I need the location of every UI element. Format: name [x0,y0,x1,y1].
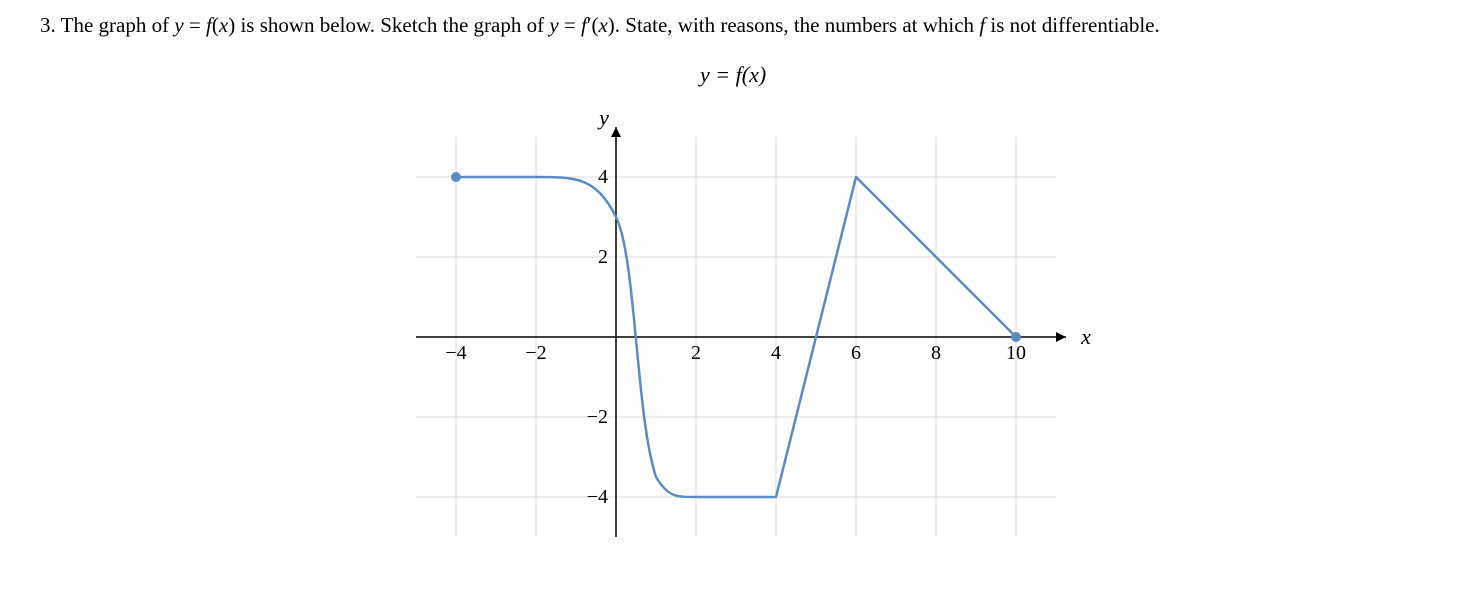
text-part1: The graph of [61,13,175,37]
svg-text:4: 4 [598,166,608,188]
eq1-lparen: ( [212,13,219,37]
function-graph: −4 −2 2 4 6 8 10 4 2 −2 −4 y x [376,97,1106,557]
svg-text:2: 2 [598,246,608,268]
text-part2: is shown below. Sketch the graph of [235,13,549,37]
svg-text:y: y [597,105,609,130]
eq2-x: x [598,13,607,37]
svg-text:x: x [1080,324,1091,349]
chart-title: y = f(x) [700,62,766,88]
chart-container: y = f(x) −4 −2 2 4 6 8 10 4 2 −2 −4 y x [40,62,1442,557]
svg-text:2: 2 [691,342,701,364]
title-x: x [749,62,759,87]
title-eq: = [710,62,736,87]
problem-statement: 3. The graph of y = f(x) is shown below.… [40,10,1442,42]
svg-text:−4: −4 [445,342,466,364]
text-part3: . State, with reasons, the numbers at wh… [615,13,980,37]
svg-text:−2: −2 [525,342,546,364]
svg-text:8: 8 [931,342,941,364]
eq1-y: y [174,13,183,37]
problem-number: 3. [40,13,56,37]
text-part4: is not differentiable. [985,13,1160,37]
svg-text:−4: −4 [587,486,608,508]
eq2-y: y [549,13,558,37]
svg-text:6: 6 [851,342,861,364]
title-rparen: ) [759,62,766,87]
eq2-equals: = [559,13,581,37]
svg-text:4: 4 [771,342,781,364]
svg-text:10: 10 [1006,342,1026,364]
eq2-rparen: ) [608,13,615,37]
title-lparen: ( [742,62,749,87]
eq1-equals: = [184,13,206,37]
svg-text:−2: −2 [587,406,608,428]
eq1-x: x [219,13,228,37]
title-y: y [700,62,710,87]
